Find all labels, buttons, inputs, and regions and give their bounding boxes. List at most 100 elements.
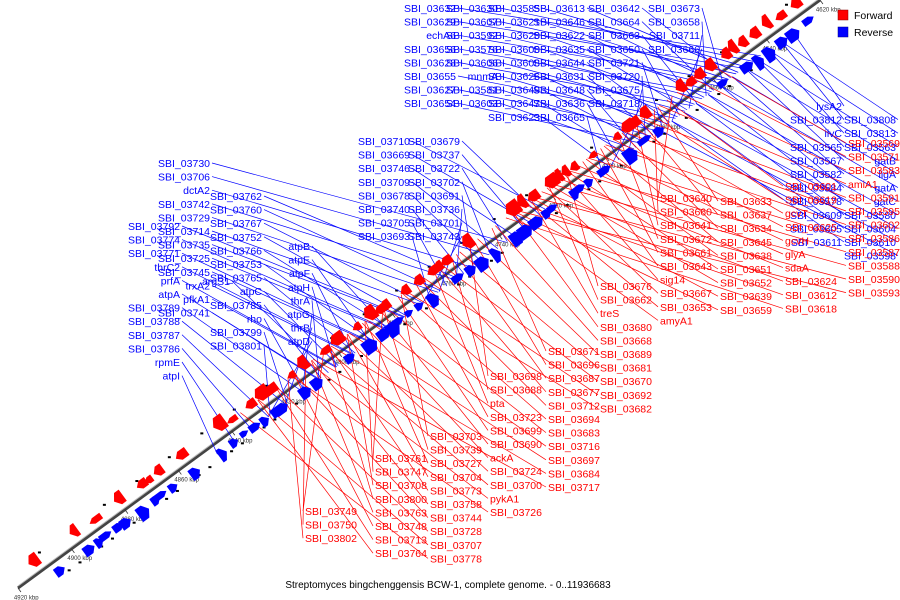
reverse-leader [541, 102, 627, 155]
forward-leader [330, 345, 547, 474]
reverse-gene-label: SBI_03636 [533, 98, 585, 110]
forward-leader [257, 399, 429, 546]
forward-gene-label: SBI_03593 [848, 288, 900, 300]
forward-gene-label: SBI_03773 [430, 485, 482, 497]
centre-mark [338, 370, 342, 373]
legend-label-reverse: Reverse [854, 27, 893, 39]
reverse-gene-label: SBI_03673 [648, 3, 700, 15]
reverse-gene-label: SBI_03663 [588, 30, 640, 42]
reverse-leader [792, 32, 845, 107]
forward-leader [275, 386, 429, 532]
forward-gene-label: SBI_03684 [548, 468, 600, 480]
forward-gene-label: SBI_03569 [848, 138, 900, 150]
reverse-gene-label: SBI_03678 [358, 190, 410, 202]
reverse-gene-label: SBI_03735 [158, 240, 210, 252]
reverse-leader [499, 62, 686, 112]
forward-leader [329, 346, 429, 491]
forward-leader [433, 270, 489, 404]
reverse-gene-label: SBI_03592 [446, 30, 498, 42]
forward-gene-label: SBI_03676 [600, 281, 652, 293]
reverse-leader [457, 102, 642, 144]
reverse-gene-arrow [450, 273, 464, 285]
forward-gene-arrow [738, 34, 750, 48]
reverse-gene-label: SBI_03563 [844, 142, 896, 154]
centre-mark [265, 384, 269, 387]
reverse-leader [732, 76, 845, 175]
reverse-gene-arrow [92, 538, 104, 550]
reverse-gene-label: SBI_03737 [408, 150, 460, 162]
reverse-leader [311, 273, 354, 355]
forward-gene-label: SBI_03680 [600, 322, 652, 334]
reverse-leader [756, 58, 899, 148]
forward-gene-arrow [675, 77, 689, 93]
reverse-gene-label: SBI_03679 [408, 136, 460, 148]
reverse-leader [455, 208, 463, 280]
reverse-gene-label: SBI_03705 [358, 218, 410, 230]
reverse-gene-label: ilvC [825, 128, 843, 140]
reverse-gene-label: prfA [161, 275, 180, 287]
reverse-leader [499, 48, 703, 100]
forward-leader [415, 283, 489, 417]
forward-gene-label: SBI_03761 [375, 453, 427, 465]
reverse-gene-arrow [760, 46, 776, 64]
reverse-gene-label: SBI_03584 [790, 183, 842, 195]
reverse-leader [701, 21, 707, 96]
reverse-leader [541, 62, 678, 118]
reverse-gene-label: SBI_03799 [210, 327, 262, 339]
forward-leader [311, 359, 429, 505]
forward-gene-arrow [727, 38, 741, 54]
centre-mark [262, 426, 266, 429]
scale-tick-label: 4640 kbp [762, 46, 787, 52]
scale-tick-label: 4820 kbp [281, 399, 306, 405]
reverse-gene-label: SBI_03647 [488, 98, 540, 110]
forward-gene-label: SBI_03671 [548, 346, 600, 358]
reverse-gene-label: argS1 [202, 276, 230, 288]
reverse-gene-arrow [403, 309, 414, 318]
centre-mark [240, 442, 244, 445]
reverse-leader [641, 34, 697, 104]
forward-leader [532, 198, 719, 297]
reverse-gene-label: SBI_03648 [533, 85, 585, 97]
forward-gene-label: SBI_03758 [430, 499, 482, 511]
reverse-gene-label: SBI_03627 [404, 85, 456, 97]
reverse-gene-label: SBI_03740 [358, 204, 410, 216]
reverse-gene-label: SBI_03691 [408, 190, 460, 202]
forward-leader [541, 191, 784, 282]
forward-gene-label: SBI_03643 [660, 261, 712, 273]
forward-leader [516, 210, 847, 293]
reverse-leader [586, 89, 637, 148]
reverse-gene-label: atpE [288, 255, 310, 267]
scale-tick-label: 4880 kbp [121, 517, 146, 523]
reverse-gene-arrow [111, 523, 124, 534]
reverse-gene-label: SBI_03801 [210, 341, 262, 353]
forward-gene-arrow [694, 66, 708, 80]
centre-mark [132, 521, 136, 524]
forward-gene-arrow [527, 188, 542, 202]
forward-leader [659, 105, 847, 185]
forward-leader [514, 211, 719, 311]
centre-mark [728, 85, 732, 88]
scale-tick-label: 4860 kbp [174, 478, 199, 484]
reverse-leader [744, 67, 899, 161]
scale-tick [498, 234, 503, 240]
forward-gene-label: SBI_03708 [375, 480, 427, 492]
reverse-leader [541, 48, 695, 105]
reverse-leader [457, 75, 676, 119]
forward-leader [523, 204, 784, 296]
forward-gene-label: SBI_03739 [430, 445, 482, 457]
reverse-leader [263, 318, 305, 391]
scale-tick [231, 430, 236, 436]
forward-leader [694, 78, 847, 157]
forward-gene-label: SBI_03749 [305, 506, 357, 518]
centre-mark [200, 432, 204, 435]
reverse-gene-label: SBI_03582 [790, 169, 842, 181]
forward-gene-label: SBI_03750 [305, 520, 357, 532]
forward-leader [344, 335, 489, 472]
reverse-gene-label: SBI_03706 [158, 172, 210, 184]
reverse-gene-label: SBI_03656 [404, 44, 456, 56]
centre-mark [395, 289, 399, 292]
forward-gene-arrow [297, 354, 312, 370]
reverse-gene-arrow [620, 147, 638, 166]
forward-leader [402, 293, 547, 420]
centre-mark [359, 355, 363, 358]
